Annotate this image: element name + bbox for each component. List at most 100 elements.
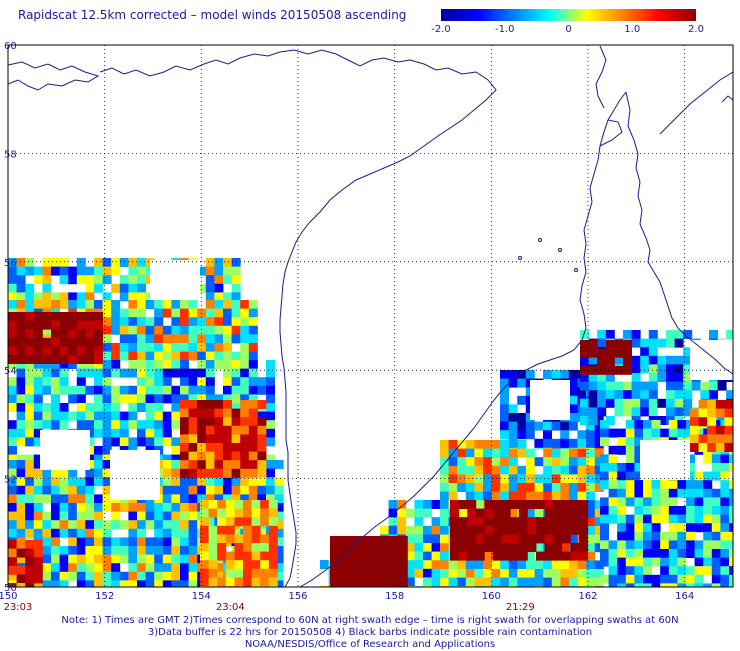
wind-cell bbox=[440, 440, 449, 449]
wind-cell bbox=[440, 491, 449, 501]
wind-cell bbox=[76, 546, 86, 555]
wind-cell bbox=[586, 474, 596, 484]
wind-cell bbox=[440, 465, 449, 475]
wind-cell bbox=[188, 408, 198, 418]
wind-cell bbox=[25, 355, 35, 364]
wind-cell bbox=[474, 500, 484, 510]
wind-cell bbox=[200, 517, 209, 527]
wind-cell bbox=[668, 514, 678, 524]
wind-cell bbox=[648, 390, 658, 400]
wind-cell bbox=[648, 347, 658, 357]
wind-cell bbox=[171, 580, 181, 587]
wind-cell bbox=[25, 565, 35, 575]
wind-cell bbox=[231, 477, 241, 487]
wind-cell bbox=[111, 554, 121, 564]
wind-cell bbox=[608, 497, 618, 507]
wind-cell bbox=[508, 491, 518, 501]
wind-cell bbox=[162, 325, 172, 335]
wind-cell bbox=[614, 398, 624, 408]
wind-cell bbox=[25, 385, 35, 395]
wind-cell bbox=[617, 557, 627, 567]
wind-cell bbox=[231, 275, 241, 285]
wind-cell bbox=[85, 266, 95, 276]
wind-cell bbox=[248, 334, 258, 344]
wind-cell bbox=[526, 457, 535, 467]
wind-cell bbox=[119, 317, 129, 327]
wind-cell bbox=[373, 561, 382, 571]
wind-cell bbox=[580, 330, 589, 339]
wind-cell bbox=[500, 457, 510, 467]
wind-cell bbox=[631, 330, 641, 339]
wind-cell bbox=[33, 355, 43, 364]
wind-cell bbox=[51, 494, 60, 504]
wind-cell bbox=[683, 398, 693, 408]
wind-cell bbox=[330, 561, 339, 571]
wind-cell bbox=[51, 355, 60, 364]
wind-cell bbox=[257, 451, 267, 461]
wind-cell bbox=[243, 560, 252, 570]
wind-cell bbox=[617, 531, 627, 541]
wind-cell bbox=[171, 351, 181, 361]
wind-cell bbox=[248, 300, 258, 309]
wind-cell bbox=[171, 477, 181, 487]
wind-cell bbox=[465, 440, 475, 449]
wind-cell bbox=[553, 508, 563, 518]
wind-cell bbox=[25, 454, 35, 464]
wind-cell bbox=[577, 569, 587, 578]
wind-cell bbox=[171, 325, 181, 335]
wind-cell bbox=[128, 554, 138, 564]
wind-cell bbox=[16, 346, 26, 356]
wind-cell bbox=[154, 334, 164, 344]
wind-cell bbox=[381, 570, 391, 580]
wind-cell bbox=[600, 557, 609, 567]
wind-cell bbox=[223, 266, 232, 276]
wind-cell bbox=[423, 508, 432, 518]
wind-cell bbox=[720, 583, 730, 587]
wind-cell bbox=[493, 525, 502, 535]
wind-cell bbox=[205, 300, 215, 309]
wind-cell bbox=[586, 534, 596, 544]
wind-cell bbox=[660, 514, 670, 524]
wind-cell bbox=[68, 477, 78, 487]
wind-cell bbox=[16, 300, 26, 309]
wind-cell bbox=[137, 520, 146, 530]
wind-cell bbox=[16, 377, 26, 387]
wind-cell bbox=[94, 320, 103, 330]
wind-cell bbox=[677, 574, 687, 584]
wind-cell bbox=[59, 266, 69, 276]
wind-cell bbox=[102, 385, 112, 395]
wind-cell bbox=[517, 483, 527, 492]
wind-cell bbox=[243, 577, 252, 587]
wind-cell bbox=[200, 560, 209, 570]
wind-cell bbox=[137, 377, 146, 387]
wind-cell bbox=[94, 377, 103, 387]
wind-cell bbox=[525, 421, 535, 431]
wind-cell bbox=[128, 520, 138, 530]
wind-cell bbox=[76, 528, 86, 538]
wind-cell bbox=[162, 537, 172, 547]
wind-cell bbox=[200, 534, 209, 544]
wind-cell bbox=[188, 528, 198, 538]
wind-cell bbox=[59, 385, 69, 395]
wind-cell bbox=[501, 500, 511, 509]
wind-cell bbox=[257, 494, 267, 504]
wind-cell bbox=[398, 536, 408, 545]
wind-cell bbox=[59, 420, 69, 430]
wind-cell bbox=[188, 451, 198, 461]
wind-cell bbox=[214, 417, 224, 427]
wind-cell bbox=[625, 514, 635, 524]
wind-cell bbox=[257, 485, 267, 495]
wind-cell bbox=[526, 577, 535, 587]
wind-cell bbox=[518, 551, 528, 561]
wind-cell bbox=[257, 417, 267, 427]
wind-cell bbox=[68, 554, 78, 564]
wind-cell bbox=[225, 560, 235, 570]
wind-cell bbox=[188, 368, 198, 378]
wind-cell bbox=[491, 457, 501, 467]
wind-cell bbox=[483, 491, 492, 501]
wind-cell bbox=[518, 525, 528, 535]
wind-cell bbox=[579, 500, 588, 509]
wind-cell bbox=[231, 394, 241, 404]
wind-cell bbox=[154, 520, 164, 530]
wind-cell bbox=[570, 543, 580, 552]
